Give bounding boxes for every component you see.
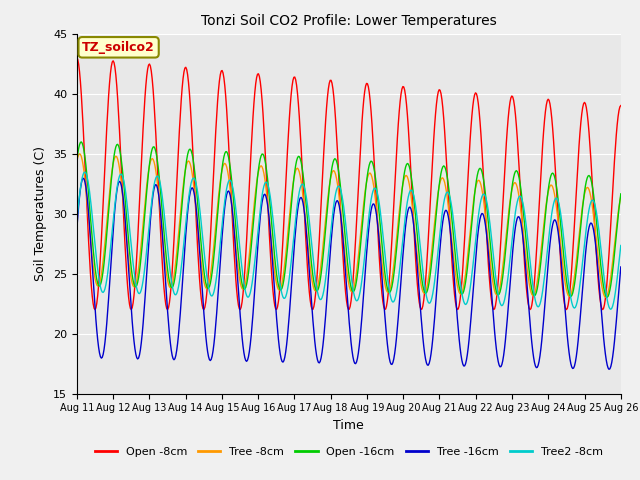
Tree -8cm — [320, 235, 328, 240]
Line: Tree -8cm: Tree -8cm — [77, 154, 621, 297]
Tree -8cm — [76, 151, 83, 156]
Open -16cm — [320, 246, 328, 252]
Title: Tonzi Soil CO2 Profile: Lower Temperatures: Tonzi Soil CO2 Profile: Lower Temperatur… — [201, 14, 497, 28]
Tree -8cm — [602, 294, 609, 300]
Legend: Open -8cm, Tree -8cm, Open -16cm, Tree -16cm, Tree2 -8cm: Open -8cm, Tree -8cm, Open -16cm, Tree -… — [90, 443, 607, 461]
Tree -8cm — [394, 218, 402, 224]
Line: Open -8cm: Open -8cm — [77, 58, 621, 310]
Tree2 -8cm — [483, 202, 491, 207]
Text: TZ_soilco2: TZ_soilco2 — [82, 41, 155, 54]
Tree -16cm — [79, 175, 87, 181]
Open -8cm — [213, 113, 221, 119]
Tree2 -8cm — [607, 306, 614, 312]
Tree -8cm — [483, 231, 491, 237]
Line: Tree2 -8cm: Tree2 -8cm — [77, 172, 621, 309]
Tree -8cm — [170, 273, 178, 278]
Open -16cm — [73, 158, 81, 164]
Tree -8cm — [214, 203, 221, 209]
Y-axis label: Soil Temperatures (C): Soil Temperatures (C) — [35, 146, 47, 281]
Tree -16cm — [437, 234, 445, 240]
Open -16cm — [77, 139, 85, 145]
Open -8cm — [319, 166, 327, 171]
Open -8cm — [617, 103, 625, 108]
Open -8cm — [599, 307, 607, 312]
Tree2 -8cm — [81, 169, 89, 175]
Open -16cm — [437, 170, 445, 176]
Open -8cm — [73, 55, 81, 60]
Tree2 -8cm — [617, 242, 625, 248]
Open -8cm — [394, 135, 401, 141]
Tree -16cm — [483, 238, 491, 244]
Tree2 -8cm — [214, 266, 221, 272]
Line: Tree -16cm: Tree -16cm — [77, 178, 621, 369]
Tree -8cm — [617, 193, 625, 199]
Open -16cm — [394, 227, 402, 233]
Tree -16cm — [214, 298, 221, 304]
Open -16cm — [483, 209, 491, 215]
Tree2 -8cm — [394, 277, 402, 283]
Tree -16cm — [605, 366, 613, 372]
Open -16cm — [604, 294, 611, 300]
Open -8cm — [169, 254, 177, 260]
Line: Open -16cm: Open -16cm — [77, 142, 621, 297]
Tree2 -8cm — [320, 288, 328, 293]
Open -8cm — [436, 87, 444, 93]
Open -16cm — [214, 212, 221, 218]
Tree -16cm — [394, 314, 402, 320]
Tree -16cm — [73, 227, 81, 232]
X-axis label: Time: Time — [333, 419, 364, 432]
Open -16cm — [617, 191, 625, 197]
Tree2 -8cm — [73, 217, 81, 223]
Tree -16cm — [170, 357, 178, 362]
Tree2 -8cm — [437, 220, 445, 226]
Tree2 -8cm — [170, 290, 178, 296]
Tree -16cm — [617, 264, 625, 270]
Tree -16cm — [320, 334, 328, 340]
Tree -8cm — [437, 177, 445, 182]
Open -8cm — [483, 228, 490, 234]
Open -16cm — [170, 280, 178, 286]
Tree -8cm — [73, 159, 81, 165]
